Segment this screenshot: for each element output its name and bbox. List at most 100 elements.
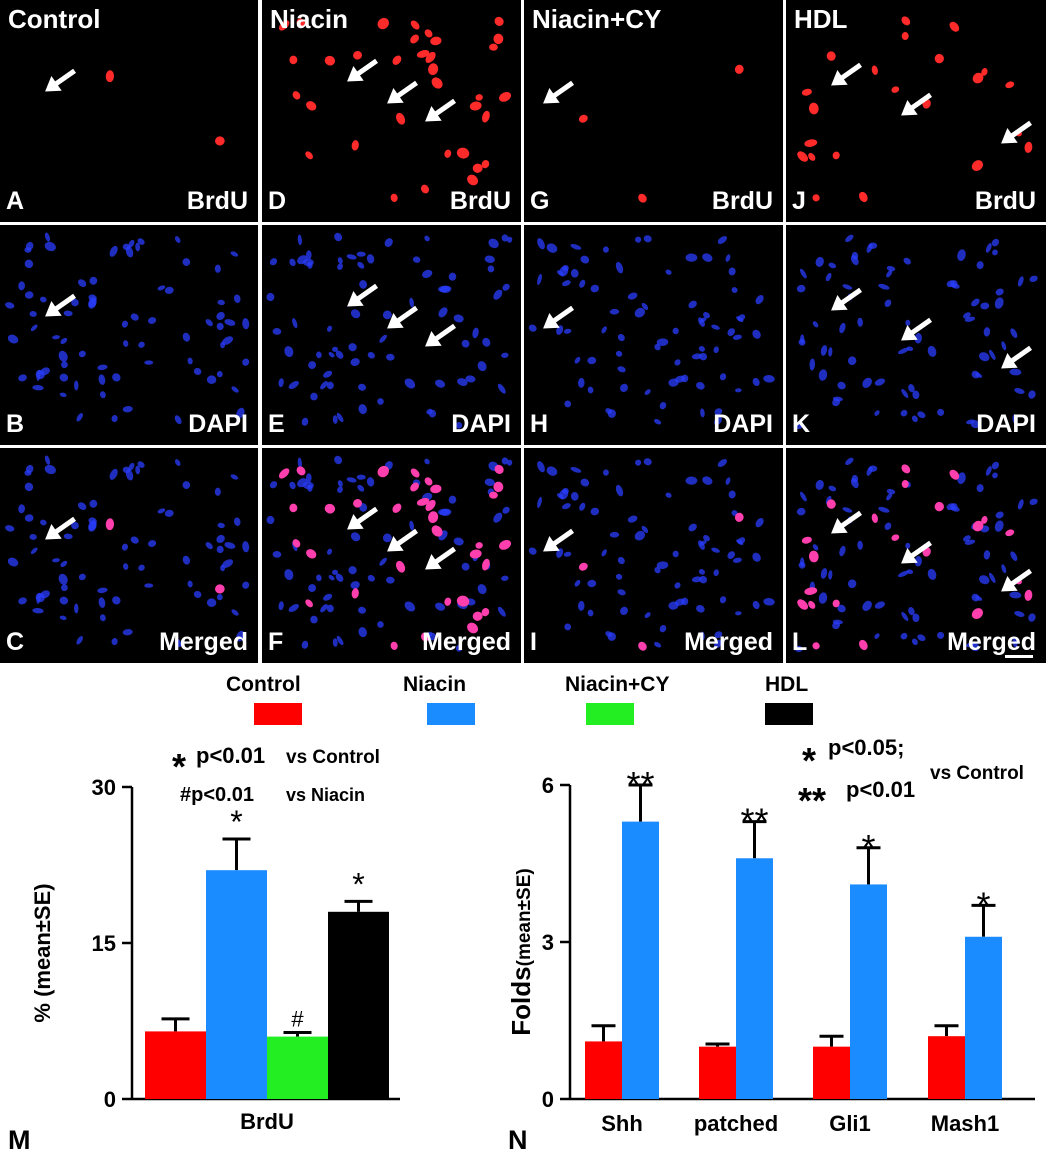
dapi-nucleus — [18, 504, 25, 514]
dapi-nucleus — [63, 533, 73, 540]
dapi-nucleus — [587, 609, 594, 617]
micrograph-image — [45, 68, 225, 146]
dapi-nucleus — [357, 484, 365, 492]
dapi-nucleus — [216, 370, 223, 378]
dapi-nucleus — [755, 518, 764, 528]
chart-m-sig2-vs: vs Niacin — [286, 785, 365, 805]
dapi-nucleus — [138, 341, 145, 348]
dapi-nucleus — [98, 374, 106, 385]
dapi-nucleus — [607, 632, 616, 641]
bar — [206, 870, 267, 1099]
stain-label: DAPI — [713, 410, 773, 438]
arrow-icon — [347, 58, 379, 82]
dapi-nucleus — [763, 375, 775, 383]
brdu-nucleus — [306, 101, 317, 111]
micrograph-image — [528, 458, 775, 651]
dapi-nucleus — [714, 416, 722, 426]
dapi-nucleus — [735, 388, 742, 393]
dapi-nucleus — [122, 629, 133, 636]
arrow-icon — [1001, 345, 1033, 369]
dapi-nucleus — [1014, 387, 1025, 394]
x-tick-label: Gli1 — [829, 1111, 871, 1136]
dapi-nucleus — [818, 592, 828, 604]
dapi-nucleus — [995, 511, 1004, 519]
brdu-nucleus — [812, 642, 820, 650]
dapi-nucleus — [825, 272, 832, 282]
dapi-nucleus — [979, 352, 990, 362]
dapi-nucleus — [5, 302, 15, 309]
arrow-icon — [387, 80, 419, 104]
dapi-nucleus — [815, 256, 824, 267]
dapi-nucleus — [501, 457, 509, 465]
panel-letter: J — [792, 187, 806, 215]
panel-letter: G — [530, 187, 550, 215]
brdu-nucleus — [456, 147, 470, 159]
dapi-nucleus — [912, 613, 920, 623]
brdu-nucleus — [499, 539, 512, 550]
dapi-nucleus — [292, 318, 298, 329]
dapi-nucleus — [242, 358, 250, 366]
dapi-nucleus — [675, 375, 685, 383]
brdu-nucleus — [105, 70, 115, 83]
dapi-nucleus — [507, 459, 513, 466]
micrograph-image — [543, 64, 744, 203]
brdu-nucleus — [901, 480, 909, 489]
panel-letter-n: N — [508, 1125, 528, 1155]
dapi-nucleus — [848, 579, 857, 589]
brdu-nucleus — [424, 29, 433, 38]
brdu-nucleus — [353, 50, 363, 60]
dapi-nucleus — [144, 583, 154, 588]
dapi-nucleus — [950, 503, 958, 511]
dapi-nucleus — [52, 558, 60, 563]
arrow-icon — [45, 68, 77, 92]
dapi-nucleus — [435, 379, 446, 388]
dapi-nucleus — [528, 324, 537, 332]
dapi-nucleus — [837, 604, 846, 613]
dapi-nucleus — [435, 602, 446, 611]
dapi-nucleus — [205, 542, 213, 550]
micrograph-panel-f: F Merged — [262, 448, 521, 663]
brdu-nucleus — [493, 481, 504, 493]
dapi-nucleus — [32, 385, 44, 391]
dapi-nucleus — [537, 461, 545, 473]
dapi-nucleus — [564, 623, 572, 631]
dapi-nucleus — [35, 369, 45, 380]
dapi-nucleus — [1009, 591, 1022, 599]
dapi-nucleus — [24, 247, 32, 253]
brdu-nucleus — [467, 174, 479, 186]
micrograph-panel-a: Control A BrdU — [0, 0, 258, 222]
dapi-nucleus — [182, 555, 191, 565]
brdu-nucleus — [826, 51, 836, 61]
dapi-nucleus — [182, 332, 191, 342]
dapi-nucleus — [332, 569, 339, 575]
brdu-nucleus — [804, 587, 818, 595]
brdu-nucleus — [891, 534, 900, 541]
brdu-nucleus — [801, 536, 812, 544]
dapi-nucleus — [337, 486, 343, 493]
dapi-nucleus — [908, 607, 915, 616]
dapi-nucleus — [617, 589, 626, 596]
dapi-nucleus — [29, 310, 37, 317]
stain-label: BrdU — [186, 187, 248, 215]
y-tick-label: 0 — [104, 1087, 116, 1112]
dapi-nucleus — [58, 573, 68, 585]
dapi-nucleus — [174, 459, 181, 466]
stain-label: Merged — [684, 628, 773, 656]
dapi-nucleus — [422, 269, 433, 278]
dapi-nucleus — [615, 484, 624, 497]
dapi-nucleus — [323, 593, 333, 601]
brdu-nucleus — [428, 511, 439, 524]
dapi-nucleus — [320, 381, 328, 390]
brdu-nucleus — [296, 18, 306, 28]
dapi-nucleus — [828, 262, 837, 269]
dapi-nucleus — [438, 285, 450, 293]
dapi-nucleus — [231, 386, 239, 393]
dapi-nucleus — [937, 408, 945, 416]
dapi-nucleus — [472, 327, 479, 339]
y-axis-label: Folds(mean±SE) — [506, 868, 536, 1035]
dapi-nucleus — [18, 597, 27, 605]
brdu-nucleus — [972, 520, 984, 532]
micrograph-panel-k: K DAPI — [786, 225, 1046, 445]
dapi-nucleus — [121, 543, 128, 551]
dapi-nucleus — [278, 378, 284, 388]
